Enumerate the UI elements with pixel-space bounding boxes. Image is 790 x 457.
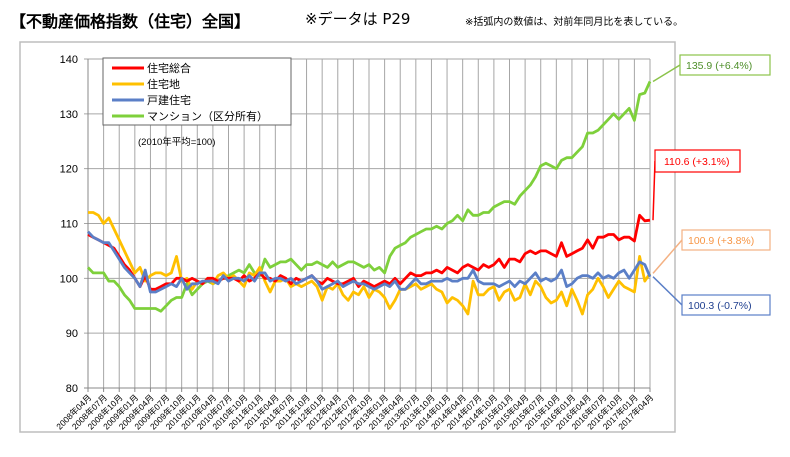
legend-label: 戸建住宅 bbox=[147, 93, 191, 107]
page-title: 【不動産価格指数（住宅）全国】 bbox=[10, 12, 251, 31]
callout-box bbox=[654, 149, 741, 173]
callout-box bbox=[681, 294, 771, 316]
y-tick-label: 110 bbox=[60, 219, 78, 231]
series-line-2 bbox=[86, 230, 652, 294]
y-tick-label: 90 bbox=[66, 328, 78, 340]
callout-label: 110.6 (+3.1%) bbox=[664, 156, 729, 168]
data-page-note: ※データは P29 bbox=[305, 10, 411, 28]
callout-leader bbox=[652, 276, 683, 306]
callout-label: 100.9 (+3.8%) bbox=[688, 235, 754, 247]
parenthesis-note: ※括弧内の数値は、対前年同月比を表している。 bbox=[465, 17, 684, 28]
y-tick-label: 130 bbox=[60, 109, 78, 121]
callout-box bbox=[679, 54, 771, 76]
legend-label: 住宅総合 bbox=[147, 61, 191, 75]
legend-label: マンション（区分所有） bbox=[147, 109, 268, 123]
callout-box bbox=[681, 229, 771, 251]
legend-label: 住宅地 bbox=[147, 77, 180, 91]
base-year-note: (2010年平均=100) bbox=[138, 136, 215, 148]
callout-label: 135.9 (+6.4%) bbox=[686, 60, 752, 72]
y-tick-label: 80 bbox=[66, 383, 78, 395]
callout-leader bbox=[652, 239, 683, 274]
callout-leader bbox=[652, 64, 681, 83]
callout-label: 100.3 (-0.7%) bbox=[688, 300, 752, 312]
series-line-3 bbox=[86, 80, 652, 313]
y-tick-label: 120 bbox=[60, 164, 78, 176]
y-tick-label: 100 bbox=[60, 273, 78, 285]
chart-frame bbox=[19, 41, 676, 433]
y-tick-label: 140 bbox=[60, 54, 78, 66]
